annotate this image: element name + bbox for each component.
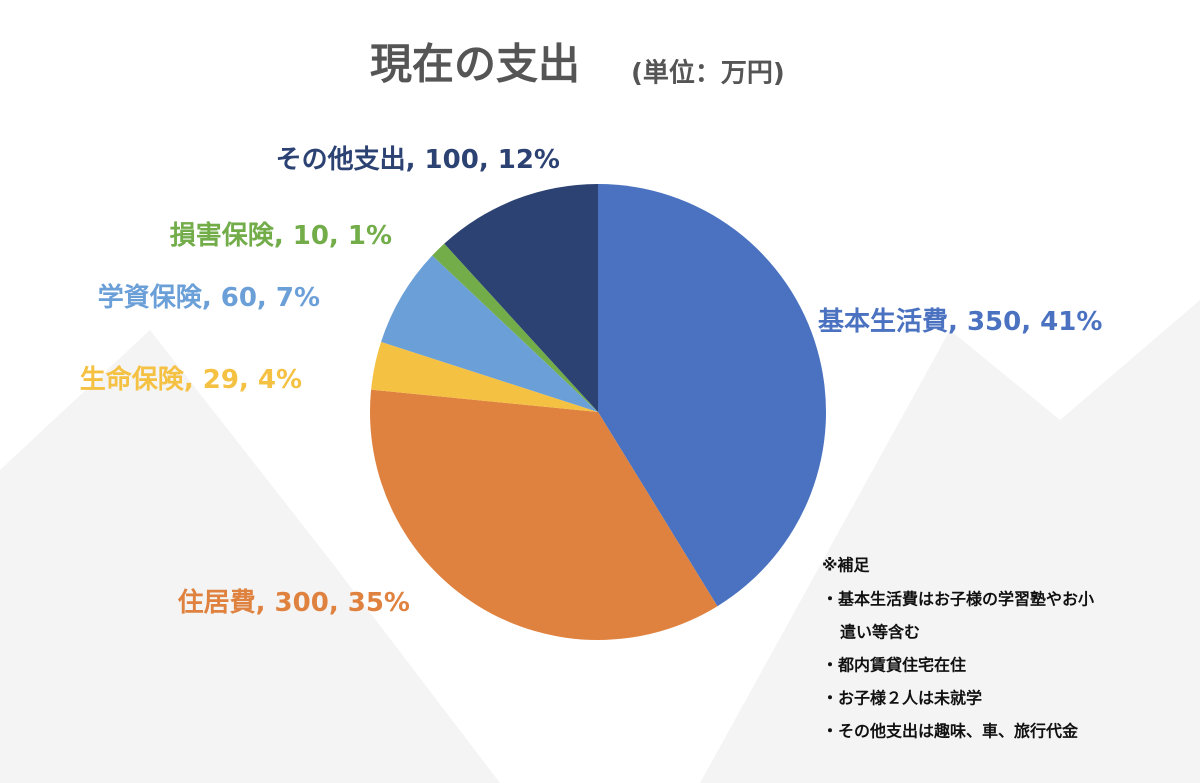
- label-category: 損害保険: [170, 220, 275, 251]
- notes: ※補足・基本生活費はお子様の学習塾やお小遣い等含む・都内賃貸住宅在住・お子様２人…: [822, 556, 1094, 741]
- pie-slice: [432, 243, 598, 412]
- data-label: 住居費, 300, 35%: [178, 587, 410, 618]
- label-value: , 29, 4%: [184, 365, 302, 395]
- label-value: , 10, 1%: [274, 221, 392, 251]
- pie-slice: [371, 341, 598, 412]
- label-category: 基本生活費: [818, 307, 948, 337]
- label-category: 生命保険: [80, 364, 185, 395]
- data-label: 生命保険, 29, 4%: [80, 364, 302, 395]
- pie-slice: [598, 184, 827, 607]
- pie-slice: [444, 184, 598, 412]
- label-value: , 60, 7%: [202, 283, 320, 313]
- data-label: 学資保険, 60, 7%: [98, 282, 320, 313]
- pie: [370, 184, 827, 640]
- label-value: , 350, 41%: [948, 307, 1102, 337]
- notes-title: ※補足: [822, 556, 871, 575]
- label-value: , 100, 12%: [406, 145, 560, 175]
- data-label: 損害保険, 10, 1%: [170, 220, 392, 251]
- data-label: その他支出, 100, 12%: [276, 145, 560, 175]
- data-label: 基本生活費, 350, 41%: [818, 307, 1102, 337]
- pie-slice: [370, 389, 718, 640]
- note-line: ・都内賃貸住宅在住: [822, 656, 966, 675]
- label-category: 住居費: [178, 587, 256, 618]
- note-line: ・その他支出は趣味、車、旅行代金: [822, 722, 1079, 741]
- data-labels: 基本生活費, 350, 41% 住居費, 300, 35% 生命保険, 29, 4%…: [80, 145, 1103, 618]
- chart-title: 現在の支出: [370, 40, 580, 89]
- note-line: ・基本生活費はお子様の学習塾やお小: [822, 590, 1094, 609]
- note-line: 遣い等含む: [840, 623, 920, 642]
- label-category: 学資保険: [98, 282, 203, 313]
- note-line: ・お子様２人は未就学: [822, 689, 982, 708]
- label-category: その他支出: [276, 145, 406, 175]
- label-value: , 300, 35%: [256, 588, 410, 618]
- chart-subtitle: (単位：万円): [631, 58, 785, 89]
- background-mountains: [0, 300, 1200, 783]
- pie-slice: [381, 255, 598, 412]
